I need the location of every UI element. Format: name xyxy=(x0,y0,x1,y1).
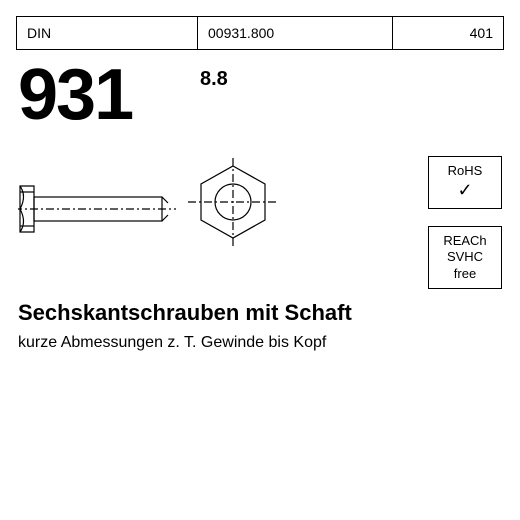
bolt-side-view-icon xyxy=(18,180,178,240)
standard-number: 931 xyxy=(18,54,132,136)
header-table: DIN 00931.800 401 xyxy=(16,16,504,50)
header-din-cell: DIN xyxy=(17,17,198,49)
header-right-cell: 401 xyxy=(393,17,503,49)
product-subtitle: kurze Abmessungen z. T. Gewinde bis Kopf xyxy=(18,334,326,352)
reach-badge: REACh SVHC free xyxy=(428,226,502,289)
right-code: 401 xyxy=(470,25,493,41)
check-icon: ✓ xyxy=(433,179,497,202)
product-spec-card: DIN 00931.800 401 931 8.8 xyxy=(0,0,520,520)
header-code-cell: 00931.800 xyxy=(198,17,393,49)
din-label: DIN xyxy=(27,25,51,41)
product-title: Sechskantschrauben mit Schaft xyxy=(18,300,352,326)
rohs-label: RoHS xyxy=(433,163,497,179)
bolt-diagram xyxy=(18,150,318,270)
reach-line1: REACh xyxy=(433,233,497,249)
rohs-badge: RoHS ✓ xyxy=(428,156,502,209)
reach-line3: free xyxy=(433,266,497,282)
reach-line2: SVHC xyxy=(433,249,497,265)
strength-class: 8.8 xyxy=(200,68,228,91)
product-code: 00931.800 xyxy=(208,25,274,41)
bolt-hex-view-icon xyxy=(188,158,278,248)
